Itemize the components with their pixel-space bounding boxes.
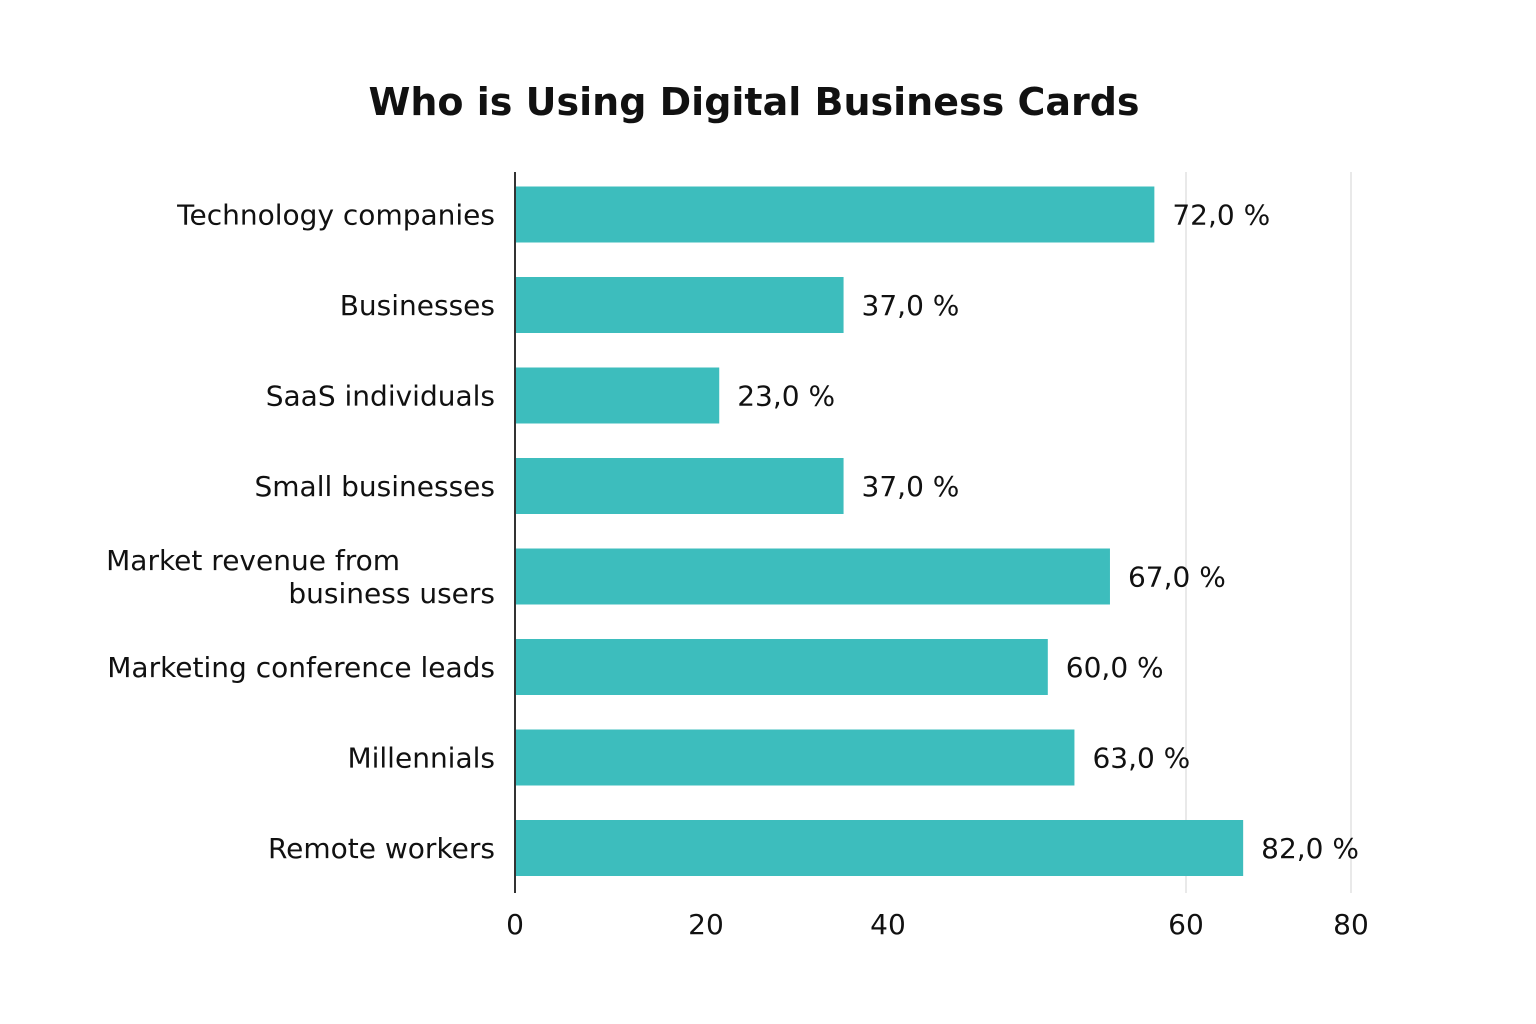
bar (515, 548, 1110, 605)
category-label: Technology companies (176, 199, 495, 232)
x-tick-label: 20 (688, 908, 724, 941)
category-label-line: Millennials (347, 742, 495, 775)
category-label-line: Small businesses (254, 470, 495, 503)
x-tick-label: 0 (506, 908, 524, 941)
x-tick-label: 60 (1168, 908, 1204, 941)
value-label: 72,0 % (1172, 199, 1270, 232)
category-label: SaaS individuals (266, 380, 495, 413)
value-label: 60,0 % (1066, 651, 1164, 684)
value-label: 37,0 % (862, 289, 960, 322)
category-label: Businesses (340, 289, 495, 322)
bars (515, 186, 1244, 876)
grid-lines (1185, 172, 1352, 893)
category-label: Small businesses (254, 470, 495, 503)
value-label: 23,0 % (737, 380, 835, 413)
value-label: 82,0 % (1261, 832, 1359, 865)
category-label: Remote workers (268, 832, 495, 865)
category-label-line: Remote workers (268, 832, 495, 865)
chart-title: Who is Using Digital Business Cards (368, 80, 1139, 124)
x-tick-label: 80 (1333, 908, 1369, 941)
category-label-line: Marketing conference leads (107, 651, 495, 684)
category-labels: Technology companies Businesses SaaS indiv… (106, 199, 495, 866)
value-label: 37,0 % (862, 470, 960, 503)
bar (515, 820, 1244, 876)
category-label: Market revenue from business users (106, 544, 495, 610)
x-axis-ticks: 0 20 40 60 80 (506, 908, 1369, 941)
bar (515, 277, 844, 333)
x-tick-label: 40 (870, 908, 906, 941)
value-labels: 72,0 % 37,0 % 23,0 % 37,0 % 67,0 % 60,0 % 63,0… (737, 199, 1359, 866)
category-label: Marketing conference leads (107, 651, 495, 684)
bar (515, 729, 1075, 786)
category-label-line: business users (288, 577, 495, 610)
category-label-line: Businesses (340, 289, 495, 322)
bar (515, 639, 1048, 695)
category-label: Millennials (347, 742, 495, 775)
bar (515, 458, 844, 514)
bar (515, 367, 720, 424)
value-label: 67,0 % (1128, 561, 1226, 594)
category-label-line: SaaS individuals (266, 380, 495, 413)
category-label-line: Market revenue from (106, 544, 400, 577)
value-label: 63,0 % (1092, 742, 1190, 775)
bar (515, 186, 1155, 243)
category-label-line: Technology companies (176, 199, 495, 232)
